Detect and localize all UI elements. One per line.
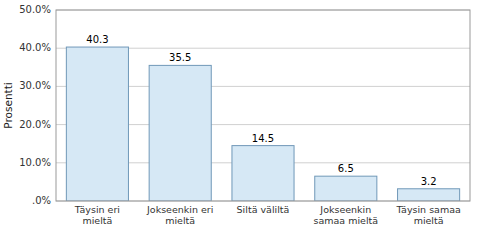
- x-tick-label: Siltä väliltä: [237, 204, 290, 215]
- y-tick-label: 40.0%: [19, 42, 51, 53]
- bar: [315, 176, 377, 201]
- data-label: 35.5: [169, 52, 191, 63]
- x-tick-label: Täysin erimieltä: [74, 204, 120, 226]
- chart: .0% 10.0% 20.0% 30.0% 40.0% 50.0% 40.3 35.5 14.5…: [0, 0, 478, 233]
- data-label: 14.5: [252, 133, 274, 144]
- y-tick-label: 10.0%: [19, 157, 51, 168]
- y-tick-label: 50.0%: [19, 4, 51, 15]
- data-label: 40.3: [86, 34, 108, 45]
- y-tick-label: 20.0%: [19, 119, 51, 130]
- plot-frame: [56, 10, 470, 201]
- x-tick-label: Täysin samaamieltä: [395, 204, 460, 226]
- data-label: 6.5: [338, 163, 354, 174]
- grid: [56, 10, 470, 201]
- bar: [149, 65, 211, 201]
- y-axis-label: Prosentti: [2, 82, 14, 128]
- bar: [66, 47, 128, 201]
- y-tick-label: 30.0%: [19, 80, 51, 91]
- x-tick-label: Jokseenkinsamaa mieltä: [313, 204, 378, 226]
- x-tick-label: Jokseenkin erimieltä: [146, 204, 213, 226]
- y-tick-label: .0%: [32, 195, 51, 206]
- data-label: 3.2: [421, 176, 437, 187]
- bars: [66, 47, 459, 201]
- bar: [232, 146, 294, 201]
- bar: [398, 189, 460, 201]
